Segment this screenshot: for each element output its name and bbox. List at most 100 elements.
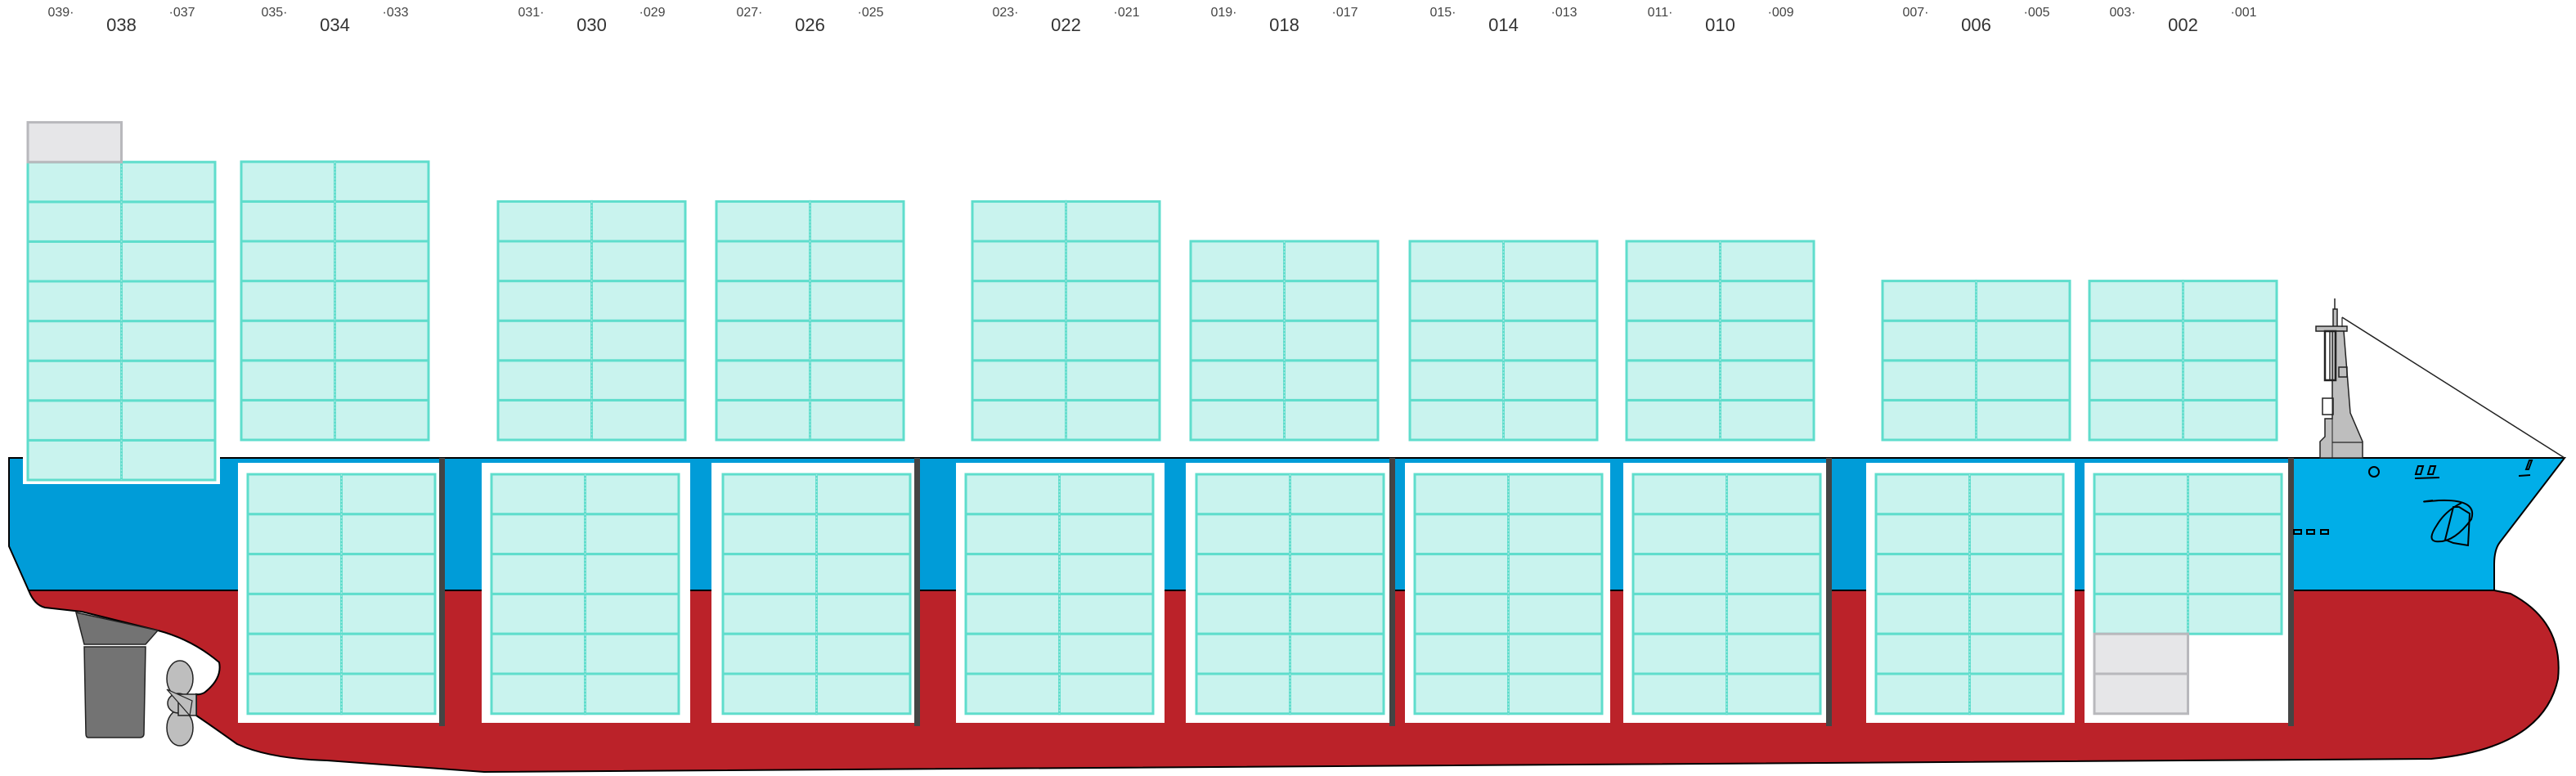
container-slot <box>815 553 912 595</box>
container-slot <box>1975 280 2071 322</box>
container-slot <box>340 513 437 556</box>
container-slot <box>964 513 1061 556</box>
container-slot <box>246 553 343 595</box>
container-slot <box>715 319 811 362</box>
hold-bay-010 <box>1623 463 1829 723</box>
container-slot <box>1065 240 1161 283</box>
bay-label: 026 <box>795 15 825 35</box>
container-slot <box>590 240 687 283</box>
container-slot <box>1726 513 1822 556</box>
container-slot <box>1874 592 1971 635</box>
container-slot <box>26 359 123 402</box>
container-slot <box>721 672 818 715</box>
container-slot <box>715 200 811 243</box>
container-slot <box>1719 240 1815 283</box>
container-slot <box>1408 319 1505 362</box>
deck-stack-bay-034 <box>240 160 430 442</box>
container-slot <box>120 320 217 362</box>
anchor-pocket-icon <box>2423 499 2474 543</box>
container-slot <box>1507 632 1604 675</box>
container-slot <box>1631 632 1728 675</box>
bay-label-fwd: ·033 <box>383 6 409 20</box>
container-slot <box>1189 398 1286 442</box>
deck-stack-bay-010 <box>1625 240 1815 442</box>
container-slot <box>721 553 818 595</box>
container-slot <box>584 632 680 675</box>
container-slot <box>715 398 811 442</box>
container-slot <box>340 473 437 516</box>
hold-bay-002 <box>2085 463 2294 723</box>
container-slot <box>590 319 687 362</box>
container-slot <box>334 200 430 243</box>
container-slot <box>1968 632 2065 675</box>
container-slot <box>1968 553 2065 595</box>
container-slot <box>246 473 343 516</box>
container-slot <box>120 438 217 482</box>
container-slot <box>1625 240 1721 283</box>
container-slot <box>1625 319 1721 362</box>
hold-bay-022 <box>956 463 1165 723</box>
bay-label: 038 <box>106 15 137 35</box>
container-slot <box>1283 359 1380 401</box>
container-slot <box>496 280 593 322</box>
foremast <box>2315 298 2363 459</box>
container-slot <box>1408 398 1505 442</box>
container-slot <box>1726 632 1822 675</box>
container-slot <box>2182 398 2278 442</box>
container-slot <box>2182 319 2278 362</box>
container-slot <box>721 592 818 635</box>
container-slot <box>334 160 430 203</box>
container-slot <box>340 672 437 715</box>
container-slot <box>1631 513 1728 556</box>
deck-stack-bay-006 <box>1881 280 2071 442</box>
container-slot <box>2088 319 2184 362</box>
container-slot <box>2187 592 2283 635</box>
hull-upper-bow <box>2290 457 2567 591</box>
bay-label: 022 <box>1051 15 1081 35</box>
container-slot <box>1881 280 1977 322</box>
container-slot <box>1413 672 1510 715</box>
container-slot <box>120 240 217 283</box>
container-slot <box>1289 553 1385 595</box>
container-slot <box>1719 359 1815 401</box>
bulkhead <box>1389 458 1395 726</box>
container-slot <box>1195 592 1291 635</box>
container-slot <box>1502 398 1599 442</box>
container-slot <box>1975 359 2071 401</box>
container-slot <box>1625 398 1721 442</box>
container-slot <box>1631 553 1728 595</box>
container-slot <box>1408 359 1505 401</box>
container-slot <box>120 280 217 323</box>
container-slot <box>1058 632 1155 675</box>
container-slot <box>26 160 123 204</box>
container-slot <box>490 513 586 556</box>
container-slot <box>2187 553 2283 595</box>
bay-label-fwd: ·001 <box>2231 6 2257 20</box>
container-slot <box>1968 473 2065 516</box>
bay-label: 034 <box>320 15 350 35</box>
bay-label-aft: 031· <box>518 6 544 20</box>
container-slot <box>1719 398 1815 442</box>
container-slot <box>1631 672 1728 715</box>
container-slot <box>2093 513 2189 556</box>
bay-label-aft: 023· <box>992 6 1018 20</box>
container-slot <box>26 280 123 323</box>
container-slot <box>584 513 680 556</box>
container-slot <box>1283 280 1380 322</box>
container-slot <box>1874 553 1971 595</box>
bay-label-fwd: ·009 <box>1768 6 1794 20</box>
hold-bay-026 <box>711 463 920 723</box>
container-slot <box>1726 592 1822 635</box>
bulkhead <box>2288 458 2294 726</box>
container-slot <box>1726 473 1822 516</box>
deck-stack-bay-018 <box>1189 240 1380 442</box>
container-slot <box>1631 473 1728 516</box>
container-slot <box>721 513 818 556</box>
container-slot <box>1874 632 1971 675</box>
container-slot <box>2093 553 2189 595</box>
container-slot <box>584 592 680 635</box>
container-slot <box>1195 513 1291 556</box>
container-slot <box>2088 398 2184 442</box>
container-slot <box>1719 319 1815 362</box>
container-slot <box>1413 553 1510 595</box>
